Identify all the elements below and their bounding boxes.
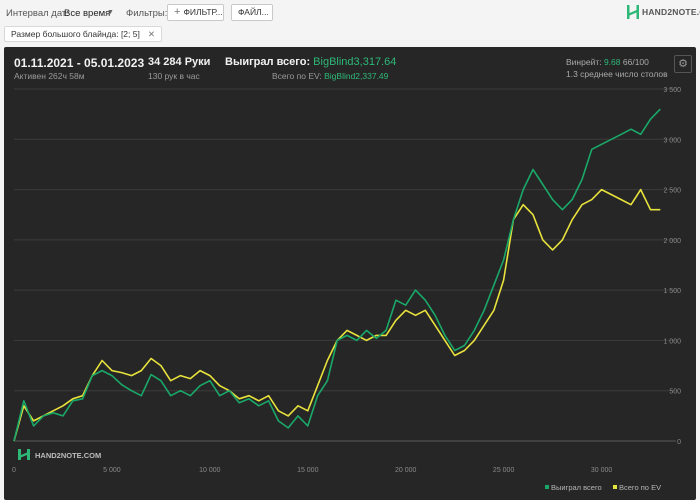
legend-swatch <box>545 485 549 489</box>
legend-entry: Выиграл всего <box>551 483 602 492</box>
y-tick-label: 0 <box>677 439 681 446</box>
gear-icon: ⚙ <box>678 58 688 70</box>
y-tick-label: 1 000 <box>663 338 681 345</box>
chart-grid <box>14 88 676 442</box>
date-range: 01.11.2021 - 05.01.2023 <box>14 56 145 70</box>
y-tick-label: 500 <box>669 389 681 396</box>
chart-legend: Выиграл всего Всего по EV <box>545 483 661 492</box>
hands-per-hour: 130 рук в час <box>148 71 200 81</box>
won-total-value: BigBlind3,317.64 <box>313 56 397 68</box>
watermark-text: HAND2NOTE.COM <box>35 451 101 460</box>
won-total-line <box>13 108 661 442</box>
chevron-down-icon[interactable]: ▼ <box>107 9 114 16</box>
plus-icon: + <box>174 6 181 18</box>
x-tick-label: 20 000 <box>395 467 417 474</box>
y-tick-label: 3 000 <box>663 137 681 144</box>
file-button-label: ФАЙЛ... <box>238 7 269 17</box>
ev-total-label: Всего по EV: <box>272 71 322 81</box>
won-total-label: Выиграл всего: <box>225 56 311 68</box>
logo-mark-icon <box>627 5 639 19</box>
logo-text: HAND2NOTE.COM <box>642 7 700 17</box>
chart-lines <box>13 108 661 442</box>
close-icon[interactable]: ✕ <box>147 29 155 39</box>
y-axis-ticks: 0 500 1 000 1 500 2 000 2 500 3 000 3 500 <box>663 87 681 446</box>
date-interval-label: Интервал дат: <box>6 8 69 19</box>
chart-watermark: HAND2NOTE.COM <box>18 449 101 460</box>
y-tick-label: 1 500 <box>663 288 681 295</box>
filters-label: Фильтры: <box>126 8 168 19</box>
x-tick-label: 0 <box>12 467 16 474</box>
winrate-per: 66/100 <box>622 57 649 67</box>
date-interval-select[interactable]: Все время <box>64 8 111 19</box>
won-total: Выиграл всего: BigBlind3,317.64 <box>225 56 396 68</box>
ev-total-line <box>13 188 661 442</box>
active-filter-label: Размер большого блайнда: [2; 5] <box>11 29 140 39</box>
settings-button[interactable]: ⚙ <box>674 55 692 73</box>
ev-total: Всего по EV: BigBlind2,337.49 <box>272 71 388 81</box>
winrate-value: 9.68 <box>603 57 621 67</box>
legend-swatch <box>613 485 617 489</box>
legend-entry: Всего по EV <box>619 483 661 492</box>
avg-tables: 1.3 среднее число столов <box>566 69 668 79</box>
add-filter-button-label: ФИЛЬТР... <box>183 7 223 17</box>
x-tick-label: 30 000 <box>591 467 613 474</box>
hands-count: 34 284 Руки <box>148 56 211 68</box>
x-tick-label: 5 000 <box>103 467 121 474</box>
winrate: Винрейт: 9.68 66/100 <box>566 57 649 67</box>
active-filter-chip[interactable]: Размер большого блайнда: [2; 5] ✕ <box>4 26 162 42</box>
y-tick-label: 2 500 <box>663 188 681 195</box>
winrate-label: Винрейт: <box>566 57 602 67</box>
active-time: Активен 262ч 58м <box>14 71 85 81</box>
graph-panel: 01.11.2021 - 05.01.2023 Активен 262ч 58м… <box>4 47 696 500</box>
x-axis-ticks: 0 5 000 10 000 15 000 20 000 25 000 30 000 <box>12 467 612 474</box>
y-tick-label: 3 500 <box>663 87 681 94</box>
add-filter-button[interactable]: + ФИЛЬТР... <box>167 4 224 21</box>
ev-total-value: BigBlind2,337.49 <box>324 71 389 81</box>
x-tick-label: 10 000 <box>199 467 221 474</box>
file-button[interactable]: ФАЙЛ... <box>231 4 273 21</box>
toolbar: Интервал дат: Все время ▼ Фильтры: + ФИЛЬ… <box>0 0 700 24</box>
x-tick-label: 25 000 <box>493 467 515 474</box>
y-tick-label: 2 000 <box>663 238 681 245</box>
x-tick-label: 15 000 <box>297 467 319 474</box>
